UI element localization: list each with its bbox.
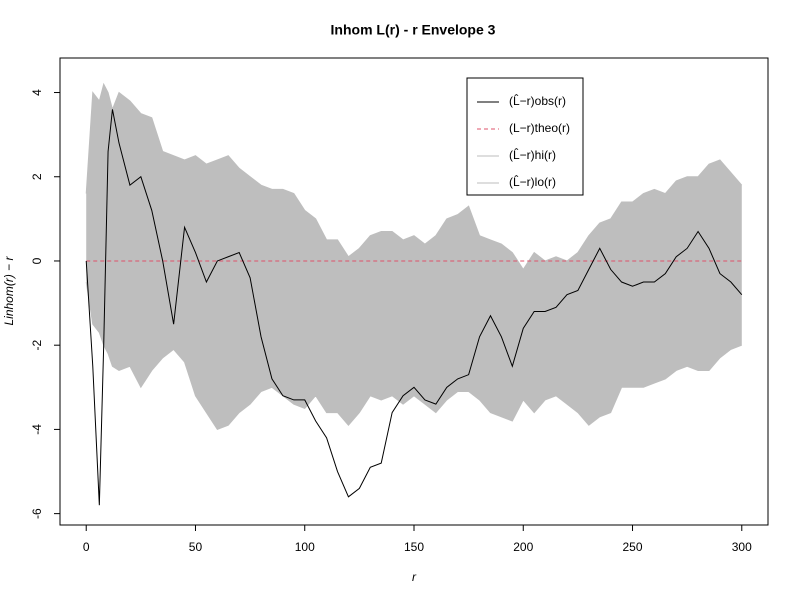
legend-label: (L̂−r)obs(r): [509, 93, 566, 108]
y-tick-label: 0: [30, 257, 44, 264]
series-line: [85, 82, 743, 271]
chart-title: Inhom L(r) - r Envelope 3: [331, 22, 496, 38]
x-tick-label: 50: [189, 540, 203, 554]
y-axis-label: Linhom(r) − r: [2, 255, 16, 325]
x-tick-label: 0: [83, 540, 90, 554]
y-tick-label: -6: [30, 508, 44, 519]
x-axis-label: r: [412, 570, 417, 584]
series-line: [85, 281, 742, 431]
legend-label: (L−r)theo(r): [509, 121, 570, 135]
x-tick-label: 100: [295, 540, 315, 554]
x-tick-label: 150: [404, 540, 424, 554]
y-tick-label: -2: [30, 340, 44, 351]
envelope-band: [86, 84, 742, 430]
legend-box: [466, 77, 584, 196]
x-tick-label: 200: [513, 540, 533, 554]
legend-label: (L̂−r)hi(r): [509, 147, 556, 162]
series-line: [85, 109, 743, 506]
y-tick-label: 4: [30, 89, 44, 96]
y-tick-label: -4: [30, 424, 44, 435]
x-tick-label: 250: [623, 540, 643, 554]
legend-label: (L̂−r)lo(r): [509, 174, 556, 189]
y-tick-label: 2: [30, 173, 44, 180]
x-tick-label: 300: [732, 540, 752, 554]
